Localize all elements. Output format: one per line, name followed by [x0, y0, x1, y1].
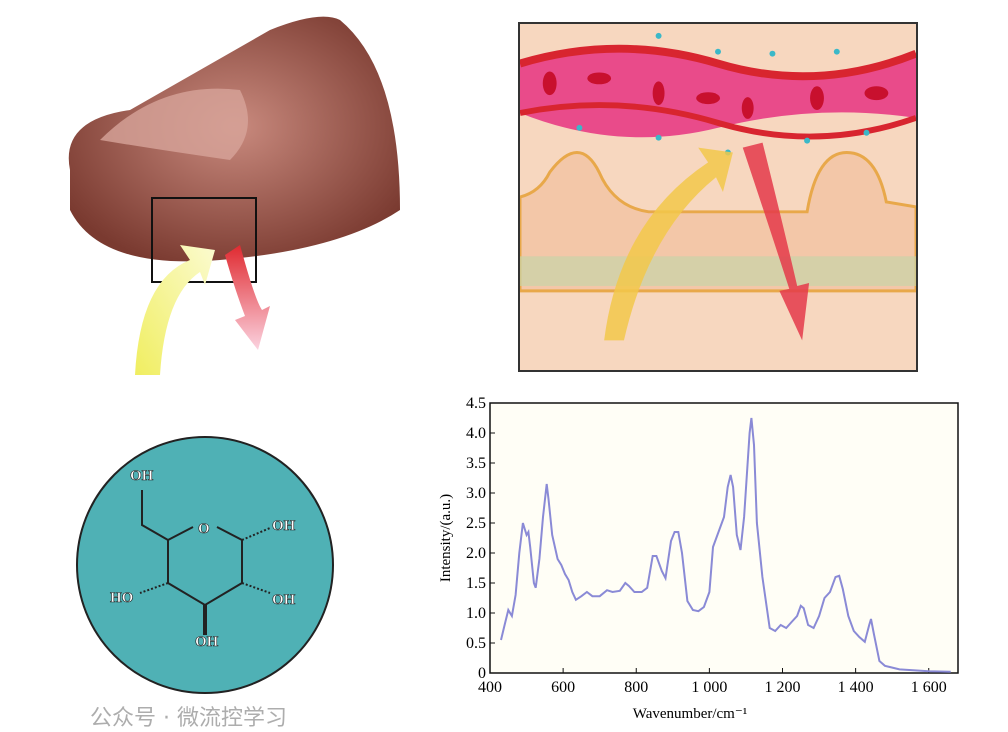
x-tick-label: 1 400 [838, 679, 874, 696]
x-tick-label: 1 200 [765, 679, 801, 696]
y-axis-label: Intensity/(a.u.) [438, 494, 454, 582]
atom-label: OH [195, 634, 219, 650]
skin-cross-section [518, 22, 918, 372]
plot-area [489, 402, 959, 674]
x-tick-label: 800 [624, 679, 648, 696]
y-tick-label: 3.0 [466, 485, 486, 502]
y-tick-label: 0.5 [466, 635, 486, 652]
atom-label: OH [130, 468, 154, 484]
blood-vessel [520, 48, 916, 138]
atom-label: OH [272, 518, 296, 534]
y-tick-label: 1.5 [466, 575, 486, 592]
finger-photo [68, 16, 400, 375]
atom-label: O [198, 521, 210, 537]
x-tick-label: 1 000 [691, 679, 727, 696]
incident-light-arrow-icon [135, 245, 215, 375]
x-tick-label: 1 600 [911, 679, 947, 696]
reflected-light-arrow-icon [225, 245, 270, 350]
x-tick-label: 600 [551, 679, 575, 696]
y-tick-label: 0 [478, 665, 486, 682]
atom-label: HO [110, 590, 133, 606]
x-axis-label: Wavenumber/cm⁻¹ [633, 706, 748, 722]
y-tick-label: 4.0 [466, 425, 486, 442]
raman-spectrum-chart: 400 600 800 1 000 1 200 1 400 1 600 0 0.5 1.0 1.5 2… [438, 395, 959, 722]
spectrum-line [500, 417, 951, 673]
y-tick-label: 3.5 [466, 455, 486, 472]
x-tick-label: 400 [478, 679, 502, 696]
glucose-molecule-diagram: OH O OH HO OH OH [76, 436, 334, 694]
reflected-light-arrow-icon [742, 142, 810, 341]
y-tick-label: 2.5 [466, 515, 486, 532]
y-tick-label: 4.5 [466, 395, 486, 412]
fingernail [100, 88, 248, 160]
dermis-layer [520, 256, 916, 286]
y-tick-label: 1.0 [466, 605, 486, 622]
atom-label: OH [272, 592, 296, 608]
y-tick-label: 2.0 [466, 545, 486, 562]
watermark: 公众号 · 微流控学习 [90, 706, 287, 731]
incident-light-arrow-icon [604, 147, 733, 341]
